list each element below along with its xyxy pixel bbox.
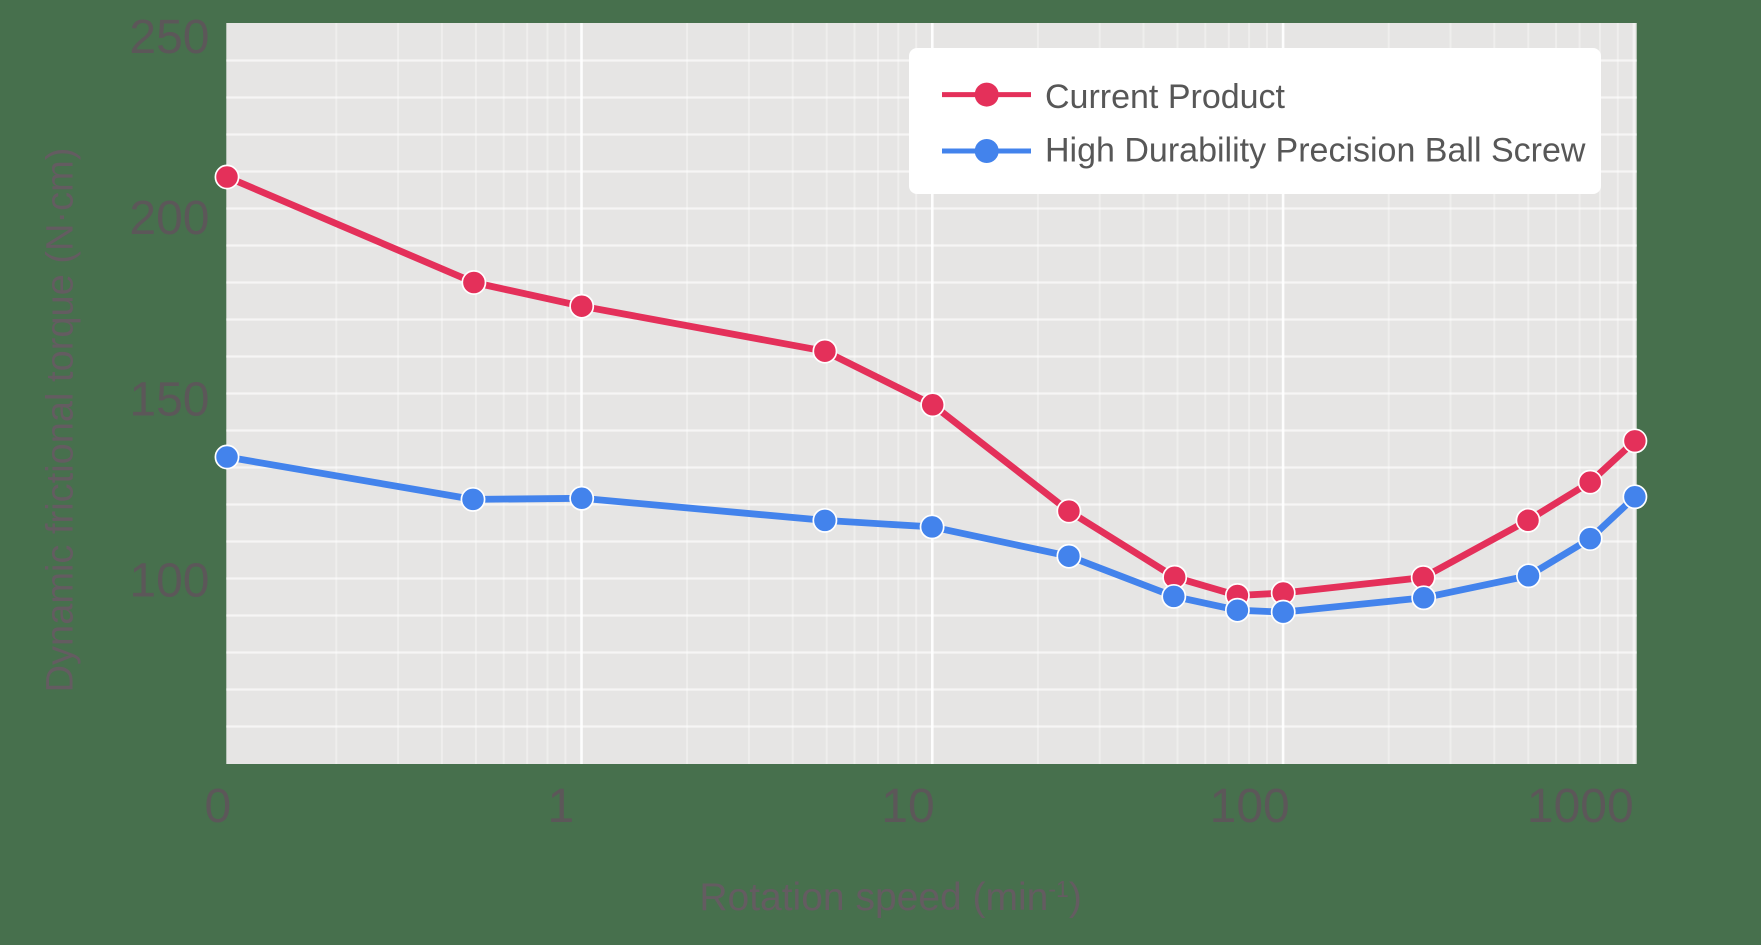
svg-text:100: 100 xyxy=(1210,780,1290,833)
svg-text:Current Product: Current Product xyxy=(1045,78,1286,116)
svg-text:1000: 1000 xyxy=(1527,780,1634,833)
svg-text:Rotation speed (min-1): Rotation speed (min-1) xyxy=(699,876,1081,919)
svg-text:1: 1 xyxy=(548,780,575,833)
svg-text:Dynamic frictional torque (N·c: Dynamic frictional torque (N·cm) xyxy=(39,148,81,693)
svg-text:0: 0 xyxy=(204,780,231,833)
svg-text:100: 100 xyxy=(129,555,209,608)
svg-text:10: 10 xyxy=(881,780,934,833)
svg-text:200: 200 xyxy=(129,192,209,245)
svg-text:High Durability Precision Ball: High Durability Precision Ball Screw xyxy=(1045,132,1586,170)
svg-text:250: 250 xyxy=(129,11,209,64)
svg-text:150: 150 xyxy=(129,373,209,426)
